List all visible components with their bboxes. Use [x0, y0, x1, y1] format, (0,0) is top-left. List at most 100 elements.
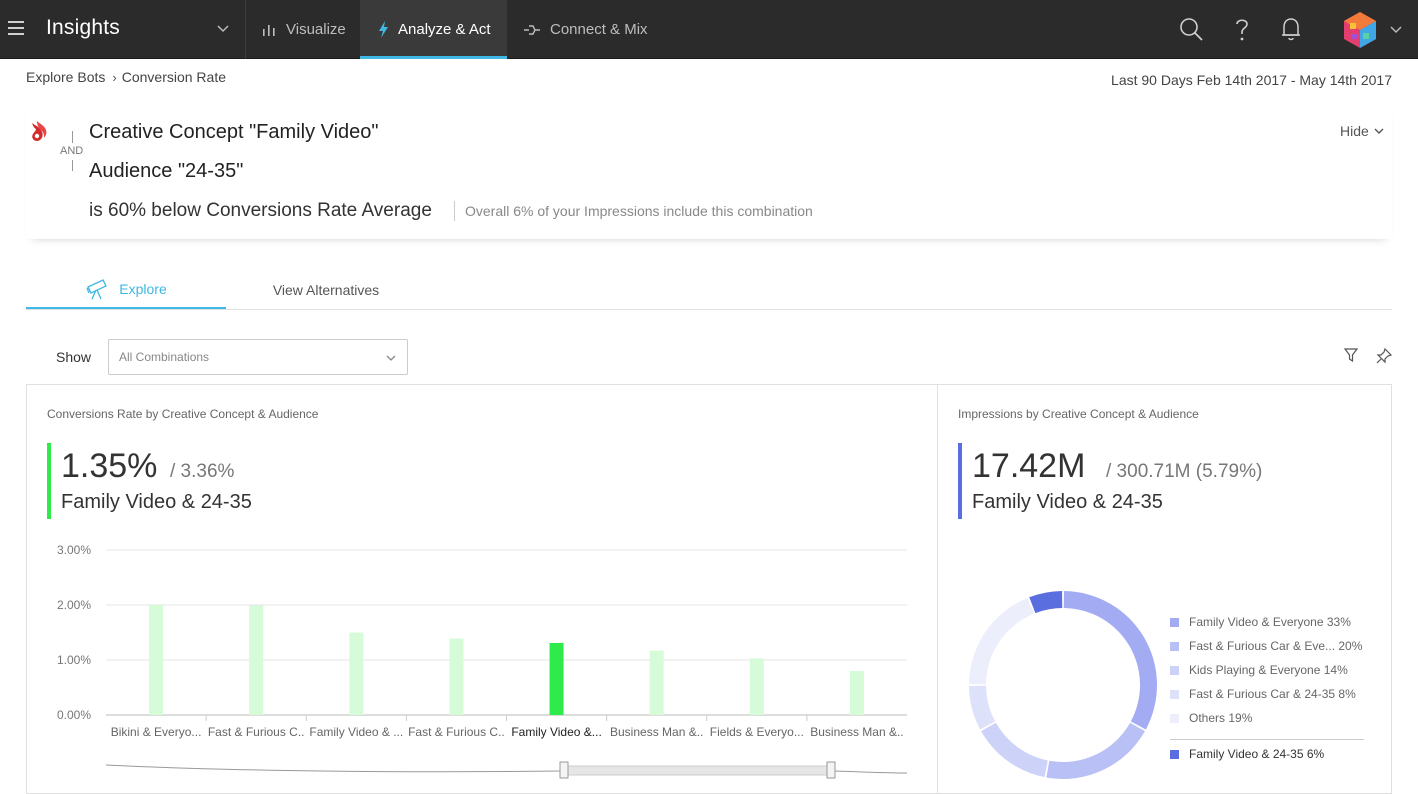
legend-item[interactable]: Others 19%	[1170, 711, 1252, 725]
bar	[349, 632, 364, 715]
kpi-total: / 300.71M (5.79%)	[1106, 461, 1263, 482]
hide-label: Hide	[1340, 123, 1369, 139]
bot-flame-icon	[32, 121, 47, 141]
donut-slice	[1046, 722, 1145, 779]
kpi-total: / 3.36%	[170, 461, 235, 482]
x-tick-label: Business Man &..	[610, 725, 703, 739]
kpi-value: 17.42M	[972, 447, 1086, 485]
lightning-icon	[379, 21, 388, 38]
avatar[interactable]	[1342, 11, 1378, 49]
tab-view-alternatives-label: View Alternatives	[272, 282, 380, 298]
kpi-label: Family Video & 24-35	[61, 491, 252, 513]
donut-slice	[1029, 591, 1063, 614]
legend-label: Family Video & 24-35 6%	[1189, 747, 1325, 761]
x-tick-label: Fields & Everyo...	[710, 725, 804, 739]
tab-connect-mix[interactable]: Connect & Mix	[507, 0, 667, 59]
x-tick-label: Business Man &..	[810, 725, 903, 739]
x-tick-label: Family Video & ...	[309, 725, 403, 739]
breadcrumb-current: Conversion Rate	[121, 69, 226, 85]
combinations-select-value: All Combinations	[119, 350, 210, 364]
tab-explore[interactable]: Explore	[26, 270, 226, 309]
divider	[454, 201, 455, 221]
legend-item[interactable]: Kids Playing & Everyone 14%	[1170, 663, 1348, 677]
bar	[649, 650, 664, 715]
legend-swatch	[1170, 713, 1179, 723]
top-navigation-bar: Insights Visualize Analyze & Act Connect…	[0, 0, 1418, 59]
bar	[749, 658, 764, 715]
chevron-down-icon[interactable]	[1389, 23, 1403, 37]
legend-item[interactable]: Fast & Furious Car & 24-35 8%	[1170, 687, 1356, 701]
search-icon[interactable]	[1178, 16, 1204, 42]
insight-note: Overall 6% of your Impressions include t…	[465, 203, 813, 219]
bar-selected	[549, 642, 564, 715]
condition-creative-concept: Creative Concept "Family Video"	[89, 121, 379, 143]
legend-swatch	[1170, 665, 1179, 675]
legend-item[interactable]: Family Video & 24-35 6%	[1170, 747, 1324, 761]
panel-title: Conversions Rate by Creative Concept & A…	[47, 407, 319, 421]
connector-line	[72, 160, 73, 171]
legend-label: Kids Playing & Everyone 14%	[1189, 663, 1348, 677]
connector-label: AND	[60, 145, 84, 157]
date-range[interactable]: Last 90 Days Feb 14th 2017 - May 14th 20…	[1111, 72, 1392, 88]
tab-analyze-act[interactable]: Analyze & Act	[360, 0, 507, 59]
telescope-icon	[86, 278, 108, 299]
navigator-range	[564, 765, 832, 776]
navigator-handle	[826, 761, 836, 779]
kpi-accent-bar	[47, 443, 51, 519]
legend-item[interactable]: Family Video & Everyone 33%	[1170, 615, 1351, 629]
condition-audience: Audience "24-35"	[89, 160, 244, 182]
chevron-down-icon	[386, 355, 396, 361]
x-tick-label: Bikini & Everyo...	[111, 725, 202, 739]
connect-icon	[524, 24, 540, 35]
legend-swatch	[1170, 749, 1179, 759]
chevron-down-icon	[1374, 128, 1384, 134]
x-tick-label: Fast & Furious C..	[208, 725, 305, 739]
bar	[249, 605, 264, 715]
legend-item[interactable]: Fast & Furious Car & Eve... 20%	[1170, 639, 1362, 653]
tab-connect-mix-label: Connect & Mix	[550, 21, 648, 38]
kpi-accent-bar	[958, 443, 962, 519]
conversion-rate-panel: Conversions Rate by Creative Concept & A…	[26, 384, 938, 794]
kpi-value: 1.35%	[61, 447, 158, 485]
kpi-label: Family Video & 24-35	[972, 491, 1163, 513]
bar	[849, 671, 864, 715]
navigator-line	[105, 764, 908, 774]
donut-slice	[969, 685, 996, 730]
legend-label: Fast & Furious Car & Eve... 20%	[1189, 639, 1363, 653]
show-label: Show	[56, 349, 92, 365]
chevron-down-icon[interactable]	[216, 22, 230, 36]
panel-title: Impressions by Creative Concept & Audien…	[958, 407, 1199, 421]
bar	[449, 638, 464, 715]
insight-verdict: is 60% below Conversions Rate Average	[89, 200, 432, 221]
filter-icon[interactable]	[1343, 347, 1359, 363]
y-tick-label: 0.00%	[57, 708, 91, 722]
donut-slice	[981, 722, 1048, 778]
bar	[149, 605, 164, 715]
y-tick-label: 1.00%	[57, 653, 91, 667]
legend-swatch	[1170, 689, 1179, 699]
donut-slice	[1063, 591, 1157, 730]
impressions-donut-chart	[969, 591, 1157, 779]
tab-view-alternatives[interactable]: View Alternatives	[226, 270, 426, 310]
y-tick-label: 2.00%	[57, 598, 91, 612]
hide-toggle[interactable]: Hide	[1340, 123, 1385, 139]
insight-card: AND Creative Concept "Family Video" Audi…	[26, 101, 1392, 239]
impressions-panel: Impressions by Creative Concept & Audien…	[937, 384, 1392, 794]
donut-slice	[969, 597, 1034, 685]
nav-divider	[245, 0, 246, 59]
pin-icon[interactable]	[1376, 348, 1392, 364]
legend-label: Fast & Furious Car & 24-35 8%	[1189, 687, 1356, 701]
chevron-right-icon: ›	[112, 69, 117, 85]
breadcrumb-root[interactable]: Explore Bots	[26, 69, 106, 85]
connector-line	[72, 131, 73, 143]
bell-icon[interactable]	[1278, 16, 1304, 42]
tab-visualize-label: Visualize	[286, 21, 346, 38]
menu-icon[interactable]	[8, 21, 24, 35]
y-tick-label: 3.00%	[57, 543, 91, 557]
combinations-select[interactable]: All Combinations	[108, 339, 408, 375]
navigator-handle	[559, 761, 569, 779]
help-icon[interactable]	[1229, 16, 1255, 42]
legend-divider	[1170, 739, 1364, 740]
tab-visualize[interactable]: Visualize	[246, 0, 360, 59]
subtab-bar: Explore View Alternatives	[26, 270, 1392, 310]
